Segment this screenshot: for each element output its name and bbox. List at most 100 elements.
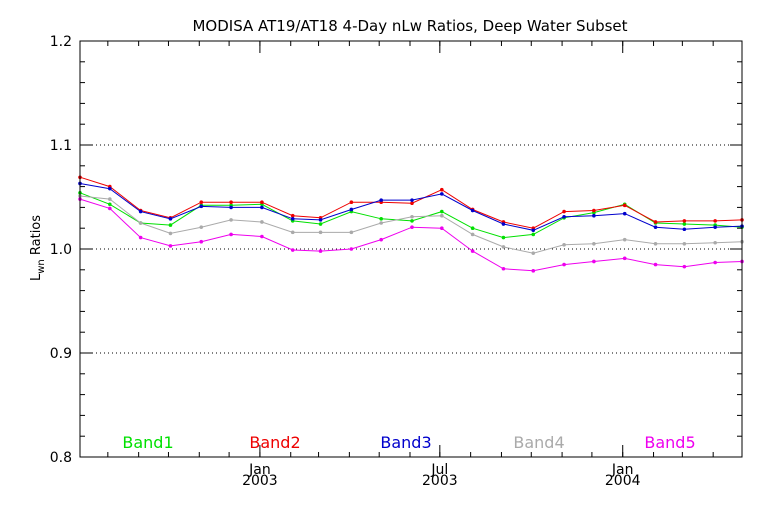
grid-lines [80, 144, 742, 354]
data-point-band3 [349, 207, 354, 212]
data-point-band4 [318, 230, 323, 235]
data-point-band4 [470, 232, 475, 237]
data-point-band3 [260, 205, 264, 210]
data-point-band3 [682, 227, 687, 232]
data-point-band3 [592, 213, 596, 218]
y-tick-label: 0.9 [50, 346, 72, 362]
data-point-band2 [260, 200, 264, 204]
data-point-band3 [562, 214, 566, 219]
x-tick-label-year: 2003 [242, 473, 278, 489]
x-tick-label-month: Jan [248, 462, 271, 478]
data-point-band2 [622, 203, 627, 208]
x-tick-label-year: 2003 [422, 473, 458, 489]
data-point-band2 [290, 213, 295, 218]
data-point-band4 [138, 221, 143, 225]
data-point-band1 [440, 209, 444, 214]
x-tick-label-year: 2004 [605, 473, 641, 489]
data-point-band3 [501, 222, 506, 226]
data-point-band4 [349, 230, 354, 235]
data-point-band5 [260, 234, 264, 239]
series-line-band5 [79, 198, 743, 272]
data-point-band1 [318, 222, 323, 226]
legend-item-band2: Band2 [249, 433, 300, 452]
plot-frame [79, 40, 743, 458]
data-point-band4 [501, 245, 506, 249]
data-point-band2 [592, 208, 596, 213]
data-point-band3 [622, 211, 627, 216]
data-point-band5 [562, 262, 566, 267]
data-point-band3 [199, 204, 204, 209]
y-axis-label-rest: Ratios [29, 215, 44, 260]
data-point-band4 [531, 251, 536, 255]
data-point-band2 [349, 200, 354, 204]
data-point-band5 [108, 206, 112, 211]
data-point-band3 [470, 208, 475, 213]
data-point-band2 [653, 220, 658, 224]
legend: Band1 Band2 Band3 Band4 Band5 [122, 433, 695, 452]
data-point-band5 [168, 244, 173, 248]
data-point-band5 [592, 259, 596, 264]
data-point-band3 [653, 225, 658, 229]
series-line-band3 [79, 183, 743, 231]
data-point-band5 [440, 226, 444, 230]
data-point-band5 [531, 269, 536, 273]
y-axis-label: Lwn Ratios [29, 215, 47, 281]
data-point-band3 [379, 198, 383, 202]
data-point-band5 [138, 235, 143, 240]
data-point-band2 [562, 209, 566, 214]
data-point-band4 [410, 214, 414, 219]
data-point-band4 [290, 230, 295, 235]
legend-item-band1: Band1 [122, 433, 173, 452]
data-point-band5 [379, 237, 383, 242]
data-point-band4 [653, 242, 658, 246]
data-point-band4 [562, 243, 566, 247]
legend-item-band3: Band3 [380, 433, 431, 452]
data-point-band2 [229, 200, 233, 204]
data-point-band3 [318, 218, 323, 222]
y-axis-label-main: L [29, 273, 44, 281]
data-point-band5 [410, 225, 414, 229]
data-point-band2 [440, 187, 444, 192]
x-tick-label-month: Jan [611, 462, 634, 478]
y-tick-label: 1.2 [50, 34, 72, 50]
data-point-band4 [379, 221, 383, 225]
data-point-band3 [410, 198, 414, 202]
data-point-band4 [199, 225, 204, 229]
data-point-band3 [108, 186, 112, 191]
y-tick-label: 0.8 [50, 450, 72, 466]
data-point-band5 [470, 249, 475, 253]
chart-title: MODISA AT19/AT18 4-Day nLw Ratios, Deep … [192, 17, 627, 35]
data-point-band4 [622, 237, 627, 242]
data-point-band4 [682, 242, 687, 246]
data-point-band4 [713, 240, 717, 245]
data-point-band4 [168, 231, 173, 236]
data-point-band1 [410, 219, 414, 223]
legend-item-band5: Band5 [644, 433, 695, 452]
data-point-band2 [713, 219, 717, 223]
data-point-band3 [531, 228, 536, 233]
data-point-band3 [168, 217, 173, 221]
data-point-band2 [682, 219, 687, 223]
data-point-band5 [713, 260, 717, 265]
data-point-band4 [592, 242, 596, 246]
series-group [78, 175, 744, 273]
data-point-band1 [108, 202, 112, 207]
data-point-band4 [260, 220, 264, 224]
data-point-band3 [138, 209, 143, 214]
data-point-band4 [229, 218, 233, 222]
data-point-band1 [379, 217, 383, 221]
data-point-band5 [349, 247, 354, 251]
data-point-band2 [199, 200, 204, 204]
data-point-band4 [440, 213, 444, 218]
data-point-band1 [168, 223, 173, 227]
data-point-band5 [682, 264, 687, 269]
data-point-band5 [290, 248, 295, 252]
data-point-band3 [290, 217, 295, 221]
data-point-band2 [410, 201, 414, 206]
data-point-band3 [229, 205, 233, 210]
data-point-band1 [470, 226, 475, 230]
data-point-band1 [531, 232, 536, 237]
data-point-band1 [501, 235, 506, 240]
